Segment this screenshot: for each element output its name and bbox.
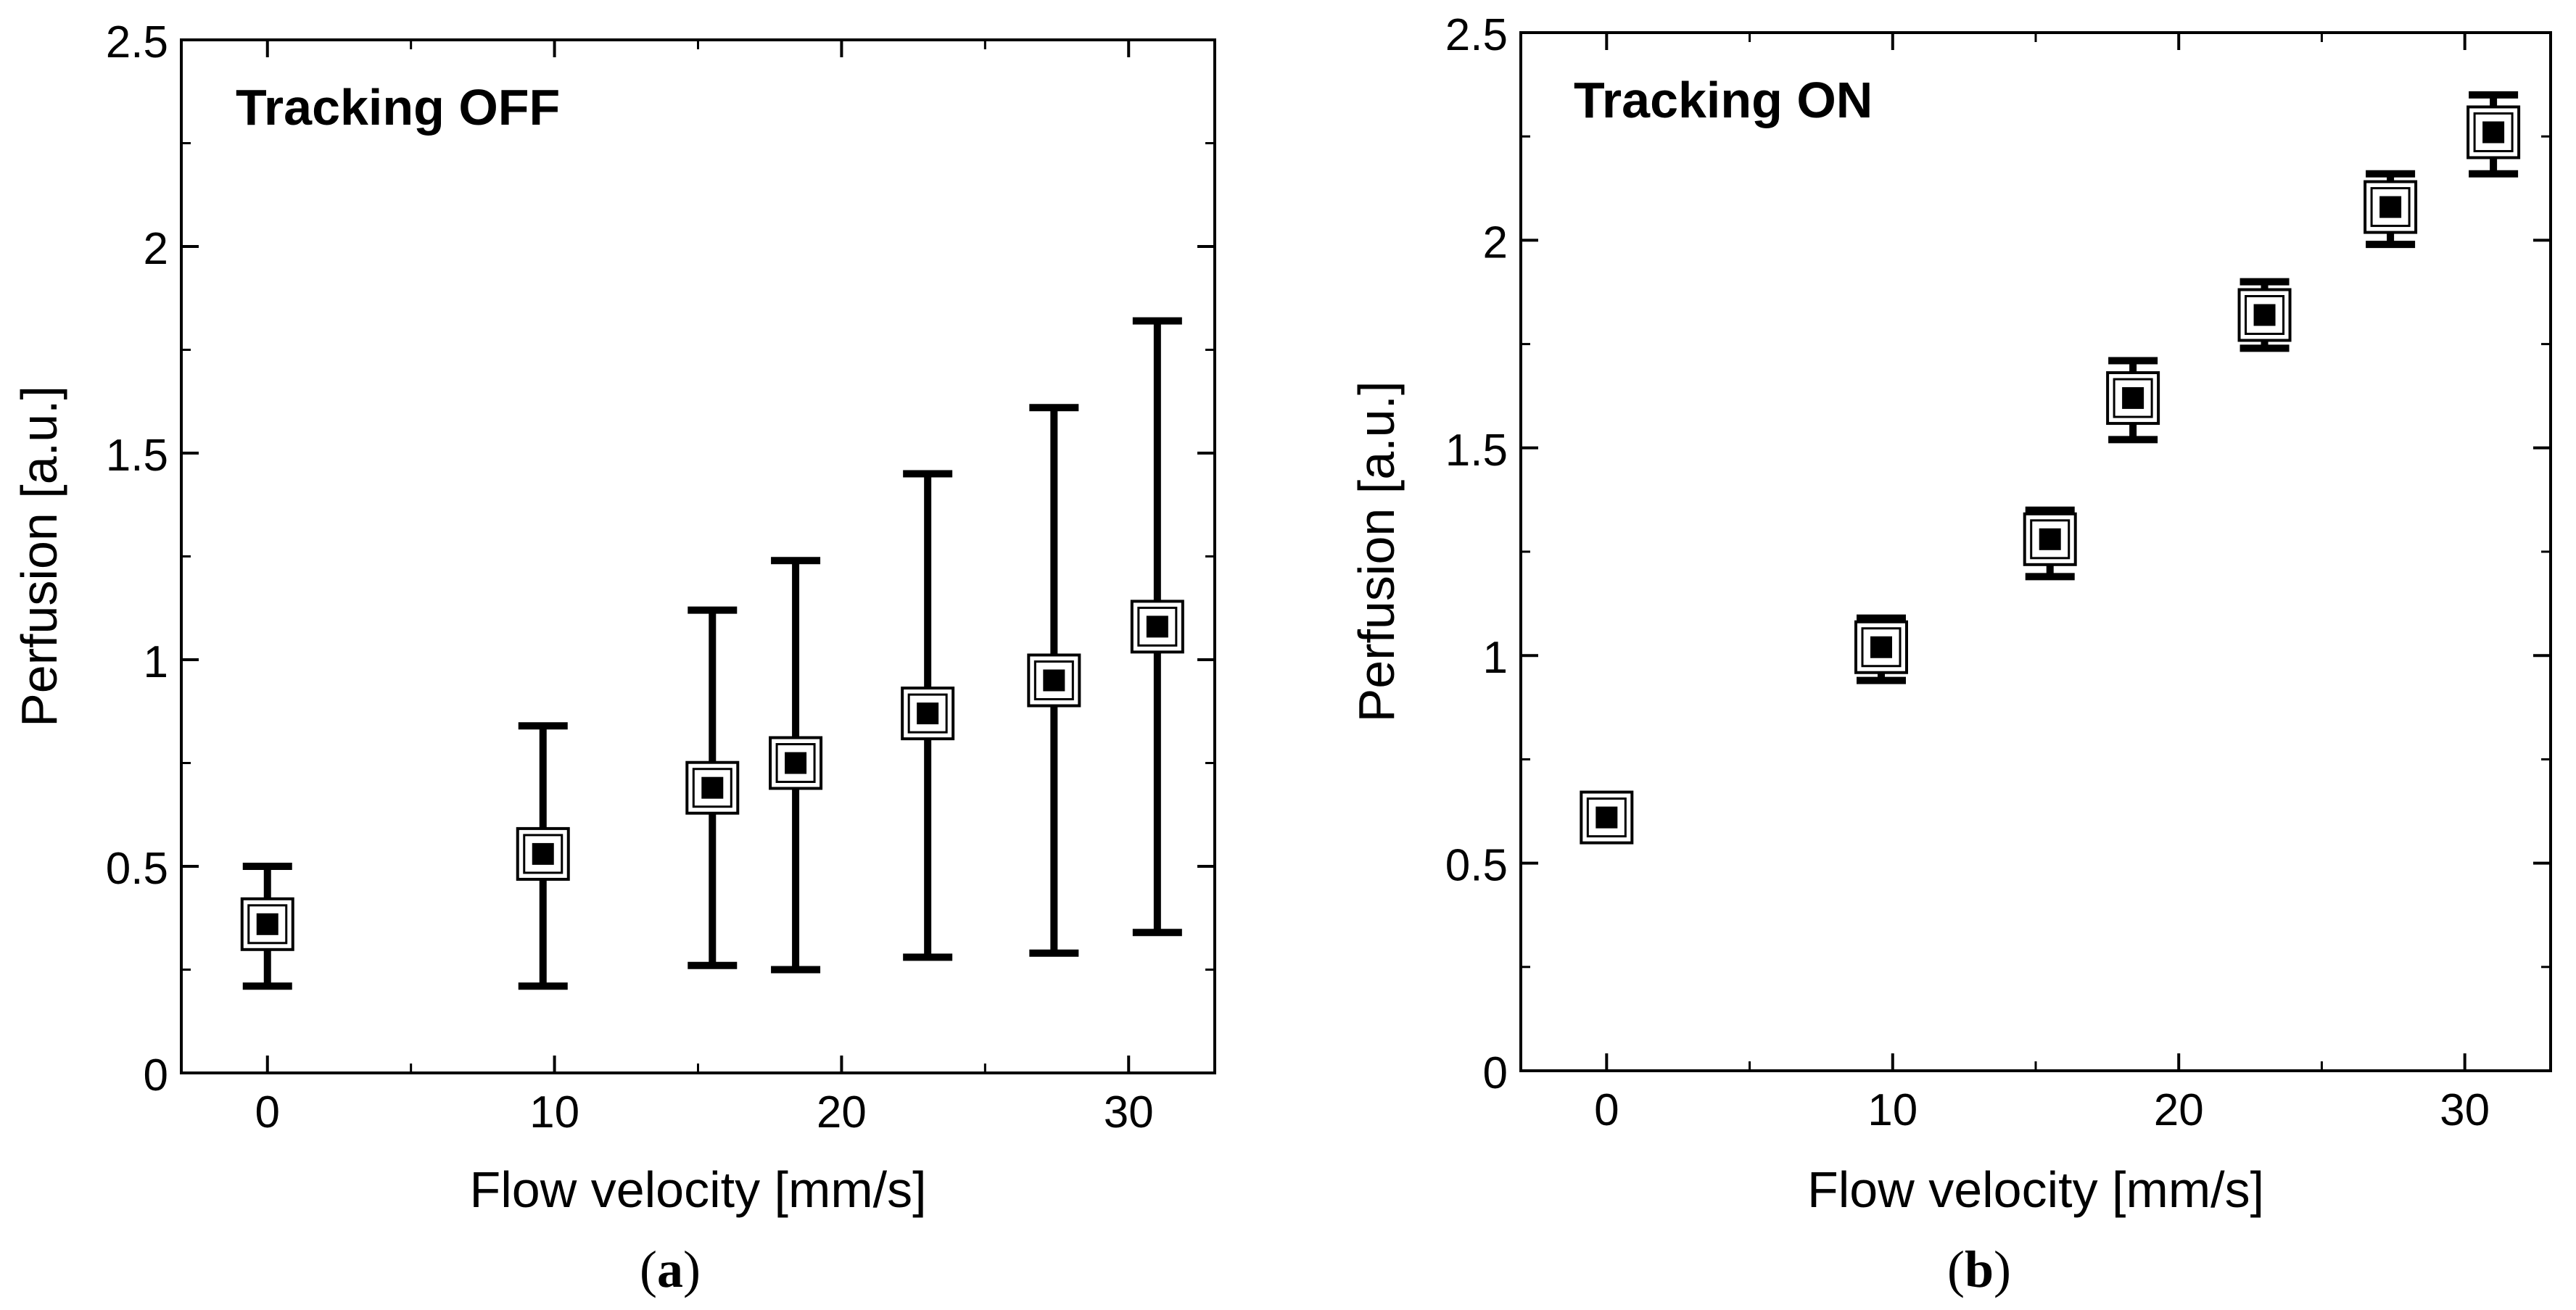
plot-frame-a (180, 38, 1216, 1074)
y-tick-label: 1.5 (1445, 426, 1508, 476)
data-point-marker-inner (907, 693, 948, 734)
data-marks-b (1580, 91, 2521, 845)
data-point (1595, 806, 1618, 829)
data-point-marker-inner (247, 904, 288, 945)
data-point (1870, 636, 1892, 658)
y-tick-label: 0.5 (1445, 841, 1508, 891)
data-marks-a (240, 317, 1184, 990)
data-point-marker (2466, 105, 2521, 159)
data-point-marker-inner (2113, 378, 2153, 418)
data-point-marker-inner (2473, 112, 2514, 152)
data-point (1043, 669, 1065, 692)
y-tick-label: 1 (1483, 633, 1508, 683)
data-point-marker-inner (1137, 606, 1178, 647)
y-tick-label: 1 (144, 637, 168, 687)
x-tick-label: 0 (1594, 1085, 1619, 1135)
panel-caption-b: (b) (1947, 1240, 2011, 1298)
y-tick-label: 1.5 (106, 431, 168, 481)
data-point-marker-inner (2370, 187, 2411, 228)
chart-title-a: Tracking OFF (236, 79, 560, 136)
x-axis-a: 0 10 20 30 (255, 40, 1154, 1137)
data-point-marker (1027, 653, 1081, 708)
x-axis-label-b: Flow velocity [mm/s] (1807, 1161, 2264, 1218)
panel-letter-a: a (657, 1240, 683, 1298)
data-point (2253, 304, 2276, 326)
panel-letter-b: b (1965, 1240, 1994, 1298)
data-point (256, 913, 278, 935)
x-tick-label: 30 (1104, 1087, 1154, 1137)
panel-caption-a: (a) (640, 1240, 701, 1298)
data-point-marker-inner (523, 834, 564, 874)
x-tick-label: 30 (2440, 1085, 2490, 1135)
data-point-marker (2106, 371, 2160, 426)
data-point (2379, 196, 2402, 218)
y-tick-label: 2.5 (106, 17, 168, 67)
y-tick-label: 0 (144, 1050, 168, 1100)
x-tick-label: 20 (2154, 1085, 2204, 1135)
data-point (785, 752, 807, 774)
data-point-marker-inner (1586, 797, 1627, 838)
data-point-marker (240, 897, 294, 951)
data-point (2482, 121, 2505, 144)
chart-panel-b: Tracking ON 0 0.5 1 1.5 2 2.5 0 10 20 30 Perfusi… (1348, 10, 2552, 1298)
chart-panel-a: Tracking OFF 0 0.5 1 1.5 2 2.5 0 10 20 30 Perfus… (11, 17, 1216, 1298)
y-tick-label: 2 (144, 224, 168, 274)
data-point (917, 702, 939, 725)
y-tick-label: 2.5 (1445, 10, 1508, 60)
y-axis-label-b: Perfusion [a.u.] (1348, 381, 1405, 723)
y-tick-label: 0.5 (106, 844, 168, 894)
data-point-marker-inner (2245, 295, 2285, 336)
data-point (701, 776, 724, 799)
data-point (2039, 528, 2061, 550)
data-point-marker-inner (1861, 627, 1902, 668)
data-point-marker-inner (1033, 660, 1074, 700)
x-tick-label: 10 (529, 1087, 579, 1137)
data-point-marker (685, 760, 740, 815)
x-tick-label: 10 (1867, 1085, 1917, 1135)
y-axis-b: 0 0.5 1 1.5 2 2.5 (1445, 10, 2551, 1098)
x-axis-label-a: Flow velocity [mm/s] (469, 1161, 926, 1218)
y-tick-label: 0 (1483, 1048, 1508, 1098)
data-point-marker-inner (2030, 519, 2071, 560)
data-point (1146, 615, 1168, 638)
data-point (2122, 387, 2144, 410)
y-tick-label: 2 (1483, 217, 1508, 268)
x-axis-b: 0 10 20 30 (1594, 33, 2490, 1135)
x-tick-label: 20 (817, 1087, 867, 1137)
data-point-marker-inner (692, 768, 732, 808)
y-axis-label-a: Perfusion [a.u.] (11, 386, 67, 727)
chart-title-b: Tracking ON (1574, 72, 1873, 128)
data-point (532, 842, 554, 865)
x-tick-label: 0 (255, 1087, 280, 1137)
y-axis-a: 0 0.5 1 1.5 2 2.5 (106, 17, 1215, 1100)
data-point-marker-inner (775, 743, 816, 783)
